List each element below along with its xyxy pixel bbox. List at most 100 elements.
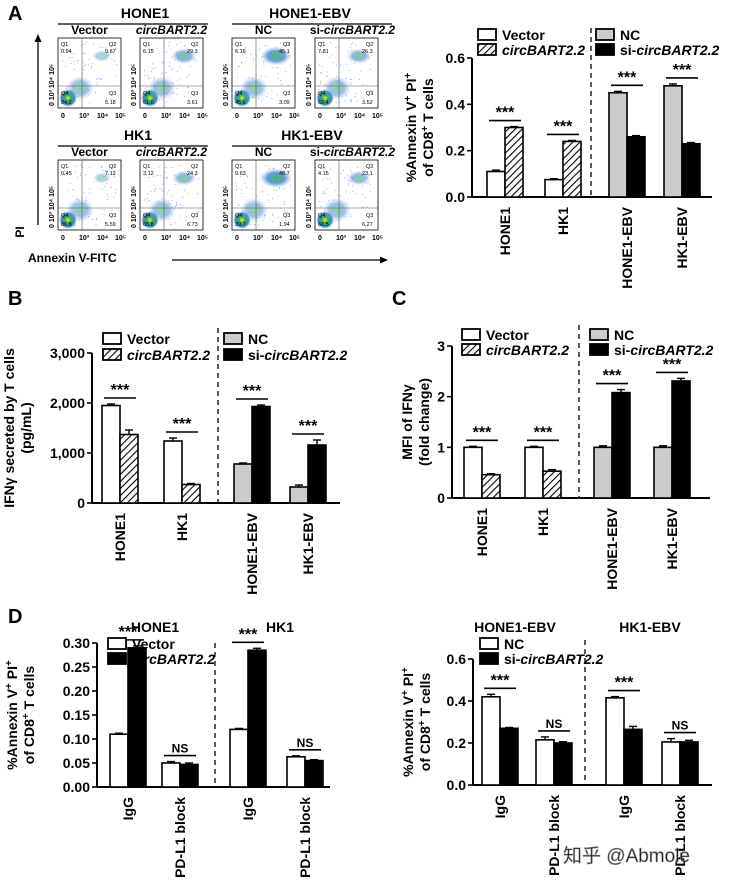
flow-event-dot <box>276 53 277 55</box>
y-axis-label: %Annexin V+ PI+ <box>403 72 420 182</box>
flow-event-dot <box>289 44 290 45</box>
flow-q3-value: 5.59 <box>105 222 116 228</box>
flow-event-dot <box>263 215 265 217</box>
bar <box>623 728 643 786</box>
flow-event-dot <box>280 42 281 44</box>
flow-event-dot <box>67 100 69 102</box>
flow-event-dot <box>256 55 258 57</box>
flow-event-dot <box>101 209 103 211</box>
flow-event-dot <box>245 204 247 206</box>
flow-q2-value: 48.7 <box>279 171 290 177</box>
flow-event-dot <box>164 81 166 83</box>
flow-event-dot <box>283 210 285 211</box>
flow-event-dot <box>179 78 181 79</box>
y-tick-label: 3 <box>437 338 445 354</box>
legend-swatch <box>477 28 497 41</box>
legend-label: NC <box>614 327 634 343</box>
flow-event-dot <box>158 166 160 168</box>
legend-label: NC <box>248 331 268 347</box>
y-axis-label-part: + <box>417 720 428 726</box>
bar <box>661 741 681 786</box>
flow-event-dot <box>162 84 164 86</box>
y-tick-label: 0.15 <box>63 707 90 723</box>
flow-plot-title-italic: circBART2.2 <box>324 23 395 37</box>
flow-event-dot <box>349 170 351 172</box>
flow-event-dot <box>354 95 356 97</box>
flow-event-dot <box>322 179 324 181</box>
flow-event-dot <box>285 219 287 221</box>
flow-q3-value: 3.52 <box>362 100 373 106</box>
flow-event-dot <box>273 168 275 170</box>
flow-event-dot <box>95 92 97 94</box>
flow-event-dot <box>246 187 247 189</box>
flow-xtick: 0 <box>61 113 65 120</box>
legend-label-italic: circBART2.2 <box>630 342 713 358</box>
flow-event-dot <box>73 195 75 197</box>
flow-yticks: 0 10³ 10⁴ 10⁵ <box>49 186 56 228</box>
flow-event-dot <box>147 74 149 76</box>
flow-event-dot <box>187 76 188 78</box>
flow-event-dot <box>350 99 352 101</box>
flow-cluster-q2 <box>260 46 292 66</box>
flow-q2-label: Q2 <box>191 164 198 170</box>
bar <box>626 135 646 198</box>
significance-label: *** <box>473 424 492 441</box>
flow-event-dot <box>277 66 279 68</box>
flow-event-dot <box>114 192 116 194</box>
flow-event-dot <box>281 219 283 221</box>
flow-q2-value: 9.67 <box>105 49 116 55</box>
flow-event-dot <box>336 64 337 66</box>
flow-event-dot <box>77 197 79 199</box>
flow-event-dot <box>350 100 352 102</box>
flow-event-dot <box>189 74 190 75</box>
flow-event-dot <box>283 53 285 54</box>
flow-event-dot <box>323 190 325 192</box>
flow-event-dot <box>239 175 241 177</box>
y-axis-label-part: PI <box>403 78 419 95</box>
flow-event-dot <box>283 204 285 206</box>
flow-event-dot <box>279 48 281 50</box>
flow-cluster-q2 <box>171 170 197 186</box>
legend-swatch <box>479 637 499 650</box>
y-tick-label: 3,000 <box>50 345 85 361</box>
flow-q1-value: 9.63 <box>235 171 246 177</box>
flow-event-dot <box>169 218 171 220</box>
flow-event-dot <box>275 46 277 48</box>
flow-event-dot <box>279 174 281 176</box>
x-tick-label: HK1 <box>174 513 190 541</box>
flow-cluster-spread <box>66 76 94 100</box>
flow-q1-label: Q1 <box>235 42 242 48</box>
flow-xtick: 0 <box>143 235 147 242</box>
flow-event-dot <box>174 208 176 210</box>
flow-event-dot <box>185 216 187 218</box>
y-axis-label-part: of CD8 <box>21 719 37 764</box>
flow-xtick: 10³ <box>253 235 264 242</box>
flow-event-dot <box>350 180 352 182</box>
flow-xtick: 10³ <box>161 113 172 120</box>
y-axis-label-part: + <box>21 713 32 719</box>
flow-event-dot <box>174 205 176 207</box>
flow-xtick: 10³ <box>336 235 347 242</box>
flow-event-dot <box>110 187 112 188</box>
y-axis-label-part: %Annexin V <box>4 688 20 770</box>
flow-q1-value: 0.45 <box>61 171 72 177</box>
legend-swatch <box>589 328 609 341</box>
flow-event-dot <box>283 201 285 203</box>
flow-q3-label: Q3 <box>191 91 198 97</box>
flow-event-dot <box>152 68 154 70</box>
flow-event-dot <box>89 166 90 168</box>
flow-event-dot <box>169 62 170 63</box>
legend-swatch <box>461 328 481 341</box>
flow-event-dot <box>341 210 343 212</box>
flow-event-dot <box>100 167 102 169</box>
flow-event-dot <box>243 214 245 216</box>
legend-label: circBART2.2 <box>127 347 210 363</box>
flow-event-dot <box>279 79 281 81</box>
flow-q4-value: 39.7 <box>235 222 246 228</box>
flow-event-dot <box>162 176 164 178</box>
bar <box>608 91 628 198</box>
flow-event-dot <box>102 170 104 172</box>
legend-label: Vector <box>502 27 545 43</box>
flow-event-dot <box>350 78 352 80</box>
